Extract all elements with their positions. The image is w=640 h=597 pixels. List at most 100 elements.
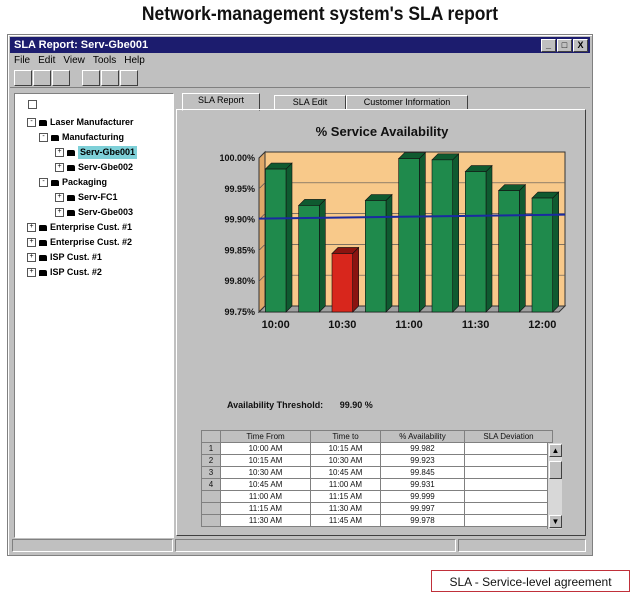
row-number-cell (201, 502, 221, 515)
folder-icon (39, 254, 47, 261)
time-from-cell: 11:15 AM (220, 502, 311, 515)
menu-tools[interactable]: Tools (92, 55, 117, 66)
y-tick-label: 99.75% (224, 307, 255, 317)
menu-edit[interactable]: Edit (38, 55, 56, 66)
x-tick-label: 11:30 (462, 319, 490, 331)
menu-bar: File Edit View Tools Help (10, 54, 590, 68)
expand-icon[interactable]: + (55, 208, 64, 217)
tree-item[interactable]: + Serv-Gbe001 (55, 146, 138, 159)
collapse-icon[interactable]: - (39, 133, 48, 142)
bar-side (319, 198, 326, 313)
tree-item[interactable]: + Enterprise Cust. #1 (27, 221, 132, 234)
bar-side (552, 191, 559, 313)
scroll-thumb[interactable] (549, 461, 562, 479)
threshold-label: Availability Threshold: (227, 400, 324, 410)
tree-item[interactable]: + ISP Cust. #1 (27, 251, 102, 264)
availability-cell: 99.997 (380, 502, 465, 515)
sla-deviation-cell (464, 478, 553, 491)
tree-item-label: ISP Cust. #1 (50, 252, 102, 262)
row-number-cell (201, 490, 221, 503)
minimize-button[interactable]: _ (541, 39, 556, 52)
bar (431, 159, 453, 313)
bar (298, 205, 320, 313)
maximize-button[interactable]: □ (557, 39, 572, 52)
time-to-cell: 11:45 AM (310, 514, 381, 527)
tree-item[interactable]: + Serv-Gbe003 (55, 206, 133, 219)
x-tick-label: 10:00 (262, 319, 290, 331)
time-from-cell: 11:00 AM (220, 490, 311, 503)
tab-sla-report[interactable]: SLA Report (182, 93, 260, 111)
sla-report-content: % Service Availability 100.00% 99.95% 99.9… (176, 109, 586, 536)
folder-icon (67, 194, 75, 201)
status-bar (12, 539, 587, 552)
col-header-time-to[interactable]: Time to (310, 430, 381, 443)
expand-icon[interactable]: + (55, 193, 64, 202)
table-row[interactable]: 11:15 AM 11:30 AM 99.997 (201, 502, 553, 515)
tree-item[interactable]: + Serv-FC1 (55, 191, 118, 204)
toolbar-button-6[interactable] (120, 70, 138, 86)
tree-item[interactable]: + ISP Cust. #2 (27, 266, 102, 279)
availability-cell: 99.845 (380, 466, 465, 479)
col-header-availability[interactable]: % Availability (380, 430, 465, 443)
row-number-cell: 3 (201, 466, 221, 479)
tree-root-expander[interactable] (28, 100, 37, 109)
window-titlebar[interactable]: SLA Report: Serv-Gbe001 _ □ X (10, 37, 590, 53)
tree-item[interactable]: + Enterprise Cust. #2 (27, 236, 132, 249)
page-heading: Network-management system's SLA report (141, 4, 499, 25)
table-row[interactable]: 11:30 AM 11:45 AM 99.978 (201, 514, 553, 527)
folder-icon (51, 179, 59, 186)
availability-cell: 99.999 (380, 490, 465, 503)
expand-icon[interactable]: + (55, 148, 64, 157)
bar (265, 168, 287, 313)
sla-deviation-cell (464, 514, 553, 527)
tree-item[interactable]: - Manufacturing (39, 131, 124, 144)
table-scrollbar[interactable]: ▲ ▼ (547, 443, 562, 529)
bar-side (519, 183, 526, 313)
toolbar-button-2[interactable] (33, 70, 51, 86)
collapse-icon[interactable]: - (27, 118, 36, 127)
x-tick-label: 10:30 (328, 319, 356, 331)
close-button[interactable]: X (573, 39, 588, 52)
time-from-cell: 11:30 AM (220, 514, 311, 527)
expand-icon[interactable]: + (27, 238, 36, 247)
tree-item[interactable]: - Laser Manufacturer (27, 116, 134, 129)
sla-deviation-cell (464, 466, 553, 479)
expand-icon[interactable]: + (27, 253, 36, 262)
tree-item[interactable]: - Packaging (39, 176, 107, 189)
scroll-up-arrow[interactable]: ▲ (549, 444, 562, 457)
table-row[interactable]: 2 10:15 AM 10:30 AM 99.923 (201, 454, 553, 467)
row-number-cell: 1 (201, 442, 221, 455)
toolbar-button-3[interactable] (52, 70, 70, 86)
status-pane-1 (12, 539, 174, 552)
menu-view[interactable]: View (63, 55, 85, 66)
toolbar-button-1[interactable] (14, 70, 32, 86)
menu-file[interactable]: File (14, 55, 31, 66)
col-header-time-from[interactable]: Time From (220, 430, 311, 443)
tab-sla-edit[interactable]: SLA Edit (274, 95, 346, 110)
toolbar-button-5[interactable] (101, 70, 119, 86)
table-row[interactable]: 3 10:30 AM 10:45 AM 99.845 (201, 466, 553, 479)
chart-title: % Service Availability (315, 124, 449, 139)
bar (498, 190, 520, 313)
col-header-sla-deviation[interactable]: SLA Deviation (464, 430, 553, 443)
time-to-cell: 11:00 AM (310, 478, 381, 491)
table-row[interactable]: 11:00 AM 11:15 AM 99.999 (201, 490, 553, 503)
y-tick-label: 100.00% (219, 153, 255, 163)
tree-item[interactable]: + Serv-Gbe002 (55, 161, 133, 174)
time-to-cell: 10:30 AM (310, 454, 381, 467)
availability-cell: 99.982 (380, 442, 465, 455)
tab-customer-information[interactable]: Customer Information (346, 95, 468, 110)
report-panel: SLA Report SLA Edit Customer Information… (176, 93, 586, 536)
scroll-down-arrow[interactable]: ▼ (549, 515, 562, 528)
expand-icon[interactable]: + (55, 163, 64, 172)
menu-help[interactable]: Help (124, 55, 145, 66)
table-row[interactable]: 4 10:45 AM 11:00 AM 99.931 (201, 478, 553, 491)
table-row[interactable]: 1 10:00 AM 10:15 AM 99.982 (201, 442, 553, 455)
customer-tree[interactable]: - Laser Manufacturer - Manufacturing + Serv-G… (14, 93, 174, 538)
expand-icon[interactable]: + (27, 268, 36, 277)
grid-corner (201, 430, 221, 443)
availability-cell: 99.978 (380, 514, 465, 527)
toolbar-button-4[interactable] (82, 70, 100, 86)
expand-icon[interactable]: + (27, 223, 36, 232)
collapse-icon[interactable]: - (39, 178, 48, 187)
